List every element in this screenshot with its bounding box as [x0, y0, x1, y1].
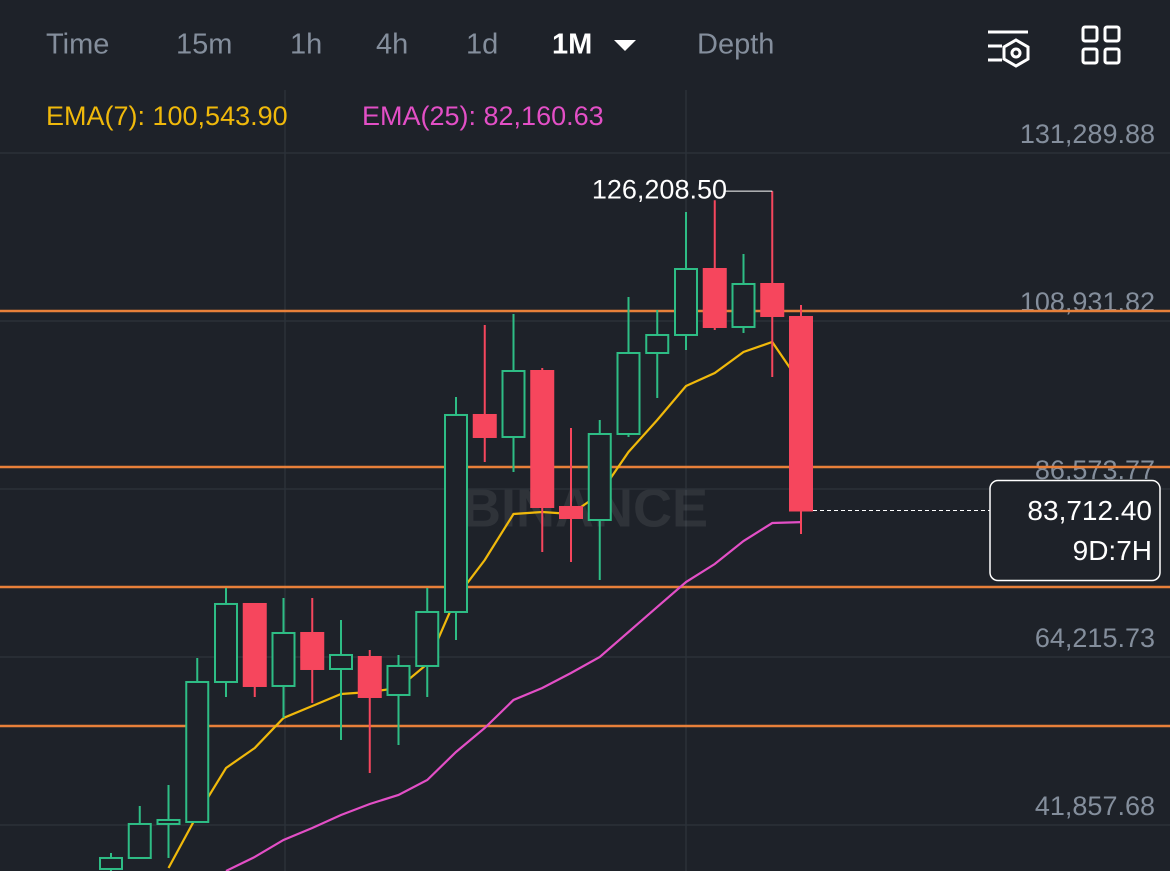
candle-body — [702, 268, 727, 328]
candle-body — [472, 413, 497, 438]
dropdown-arrow — [614, 40, 636, 51]
candle-body — [501, 369, 526, 438]
candle-body — [789, 315, 813, 512]
candle-body — [674, 268, 698, 336]
indicator-icon[interactable] — [988, 30, 1030, 68]
timeframe-tab[interactable]: 1d — [466, 29, 498, 61]
countdown: 9D:7H — [1073, 535, 1152, 566]
candle-body — [415, 610, 440, 667]
layout-icon[interactable] — [1081, 25, 1121, 65]
candle-body — [386, 664, 411, 696]
y-tick-label: 41,857.68 — [1035, 791, 1155, 821]
last-price-label: 83,712.40 — [1027, 495, 1152, 526]
price-tag — [989, 479, 1161, 582]
timeframe-tab[interactable]: 1h — [290, 29, 322, 61]
y-tick-label: 108,931.82 — [1020, 287, 1155, 317]
candle-body — [444, 413, 468, 613]
candle-body — [357, 655, 382, 698]
candle-body — [185, 680, 210, 823]
timeframe-tab[interactable]: 4h — [376, 29, 408, 61]
candle-body — [731, 282, 756, 328]
ema-line — [225, 521, 802, 871]
y-tick-label: 131,289.88 — [1020, 119, 1155, 149]
candle-body — [127, 822, 152, 859]
watermark: BINANCE — [462, 478, 708, 538]
candle-body — [99, 856, 123, 870]
candle-body — [559, 505, 583, 519]
legend-entry: EMA(25): 82,160.63 — [362, 101, 604, 131]
candle-body — [587, 432, 612, 521]
timeframe-tab[interactable]: 1M — [552, 29, 592, 61]
candle-body — [214, 602, 238, 683]
candle-body — [616, 351, 641, 435]
candle-body — [645, 333, 670, 354]
toolbar: Time 15m 1h 4h 1d 1M Depth — [46, 29, 774, 61]
max-label: 126,208.50 — [592, 174, 727, 204]
candle-body — [242, 602, 267, 687]
timeframe-tab[interactable]: Depth — [697, 29, 774, 61]
y-tick-label: 64,215.73 — [1035, 623, 1155, 653]
candle-body — [530, 369, 555, 508]
ema-line — [167, 340, 802, 869]
candle-body — [329, 653, 353, 670]
timeframe-tab[interactable]: Time — [46, 29, 109, 61]
legend-entry: EMA(7): 100,543.90 — [46, 101, 288, 131]
timeframe-tab[interactable]: 15m — [176, 29, 232, 61]
candle-body — [300, 631, 325, 670]
candle-body — [760, 282, 785, 317]
candle-body — [271, 631, 296, 687]
candle-body — [156, 818, 181, 825]
